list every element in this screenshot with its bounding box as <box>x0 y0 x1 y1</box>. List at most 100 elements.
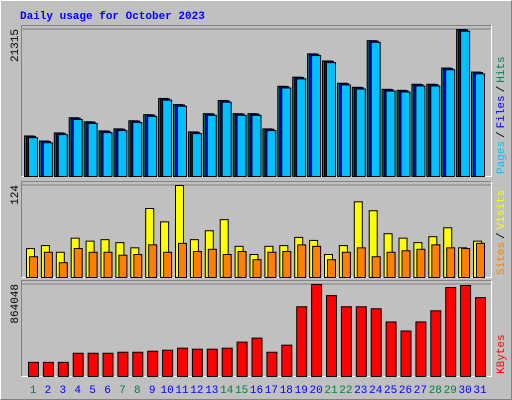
x-tick-label: 15 <box>235 385 248 397</box>
x-tick-label: 24 <box>369 385 383 397</box>
bar <box>327 259 336 278</box>
bar <box>340 306 352 378</box>
chart-title: Daily usage for October 2023 <box>20 11 205 23</box>
x-tick-label: 31 <box>473 385 487 397</box>
bar <box>266 351 278 378</box>
legend-separator: / <box>496 86 508 93</box>
x-tick-label: 26 <box>399 385 412 397</box>
bar <box>475 73 485 177</box>
bar <box>192 251 202 278</box>
bar <box>400 91 411 177</box>
x-tick-label: 22 <box>339 385 352 397</box>
bar <box>147 350 159 378</box>
bar <box>28 137 38 177</box>
bar <box>415 85 426 177</box>
bar <box>72 118 83 178</box>
bar <box>445 69 456 177</box>
x-tick-label: 1 <box>30 385 37 397</box>
bar <box>87 352 99 378</box>
x-tick-label: 17 <box>265 385 278 397</box>
bar <box>252 259 262 278</box>
bar <box>267 251 277 279</box>
bar <box>251 337 263 377</box>
bar <box>446 247 456 279</box>
bar <box>282 251 292 278</box>
bar <box>236 114 247 177</box>
bar <box>162 99 173 177</box>
bar <box>386 251 396 279</box>
bar <box>370 41 381 178</box>
bar <box>415 321 427 377</box>
legend: Sites / Visits <box>496 190 508 275</box>
bar <box>401 250 411 279</box>
x-tick-label: 3 <box>59 385 66 397</box>
bar <box>281 87 292 177</box>
legend-separator: / <box>496 131 508 138</box>
x-tick-label: 30 <box>458 385 471 397</box>
bar <box>326 295 337 377</box>
bar <box>191 133 202 178</box>
bar <box>431 244 441 279</box>
x-tick-label: 10 <box>160 385 173 397</box>
bar <box>430 310 442 378</box>
x-tick-label: 16 <box>250 385 263 397</box>
y-tick-label: 124 <box>10 185 22 205</box>
bar <box>148 244 158 279</box>
bar <box>57 134 68 177</box>
bar <box>102 132 113 178</box>
bar <box>178 242 187 279</box>
x-tick-label: 14 <box>220 385 234 397</box>
bar <box>88 251 98 279</box>
bar <box>311 284 323 377</box>
bar <box>191 348 203 378</box>
bar <box>281 344 293 378</box>
bar <box>237 251 247 278</box>
bar <box>57 361 69 377</box>
bar <box>460 285 472 377</box>
bar <box>43 251 53 279</box>
bar <box>221 101 232 177</box>
bar <box>326 62 336 177</box>
bar <box>163 251 173 279</box>
bar <box>117 130 128 178</box>
panel-edge-dark <box>21 280 492 377</box>
legend: Pages / Files / Hits <box>496 56 508 174</box>
x-tick-label: 23 <box>354 385 367 397</box>
bar <box>221 347 233 378</box>
bar <box>297 244 307 279</box>
bar <box>28 361 39 377</box>
bar <box>58 262 68 278</box>
legend: KBytes <box>496 334 508 374</box>
y-tick-label: 21315 <box>10 29 22 62</box>
x-tick-label: 6 <box>104 385 111 397</box>
x-tick-label: 18 <box>280 385 293 397</box>
bar <box>311 55 322 177</box>
bar <box>236 341 248 378</box>
bar <box>42 361 54 377</box>
bar <box>207 248 217 279</box>
x-tick-label: 4 <box>74 385 81 397</box>
x-tick-label: 7 <box>119 385 126 397</box>
x-tick-label: 5 <box>89 385 96 397</box>
panel-edge-dark <box>21 25 492 177</box>
x-tick-label: 20 <box>309 385 322 397</box>
bar <box>118 254 128 278</box>
bar <box>476 242 485 279</box>
legend-entry: Files <box>496 95 508 128</box>
bar <box>206 348 218 378</box>
bar <box>147 115 158 177</box>
bar <box>103 251 113 279</box>
x-tick-label: 13 <box>205 385 218 397</box>
bar <box>222 254 232 278</box>
bar <box>87 122 98 177</box>
x-tick-label: 29 <box>444 385 457 397</box>
bar <box>461 248 471 278</box>
bar <box>296 306 308 378</box>
x-tick-label: 21 <box>324 385 338 397</box>
legend-entry: KBytes <box>496 334 508 374</box>
bar <box>102 352 114 378</box>
bar <box>460 30 471 178</box>
